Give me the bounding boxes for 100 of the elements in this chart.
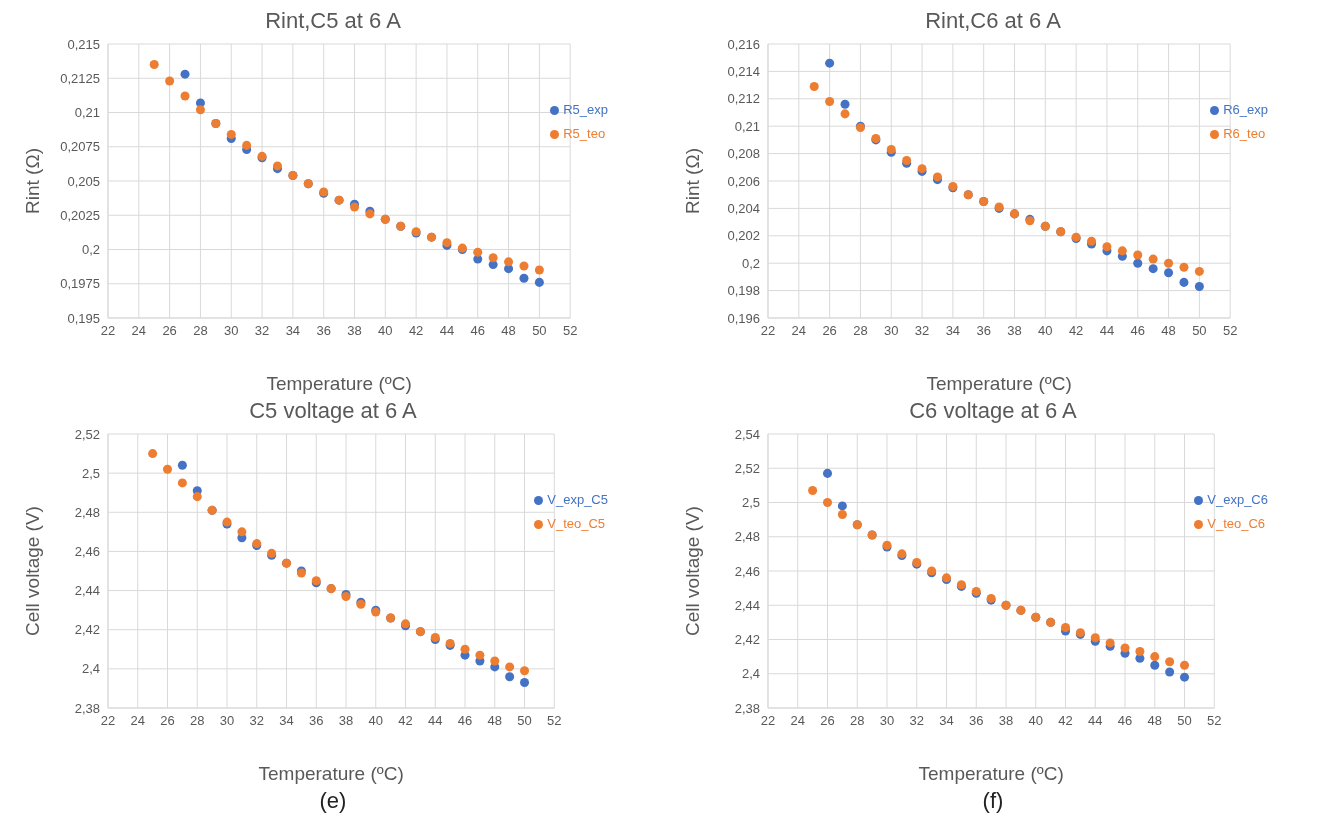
x-tick-label: 22 (100, 323, 116, 339)
y-tick-label: 0,215 (67, 36, 100, 52)
y-tick-label: 0,212 (727, 91, 760, 107)
chart-title: C5 voltage at 6 A (248, 398, 418, 425)
x-tick-label: 34 (285, 323, 301, 339)
x-tick-label: 46 (470, 323, 485, 339)
y-tick-label: 0,204 (727, 201, 760, 217)
x-tick-label: 40 (368, 713, 383, 729)
x-tick-label: 52 (1222, 323, 1238, 339)
x-tick-label: 42 (398, 713, 413, 729)
x-tick-label: 24 (130, 713, 145, 729)
y-tick-label: 2,5 (81, 465, 100, 481)
x-tick-label: 26 (822, 323, 837, 339)
x-tick-label: 22 (760, 713, 776, 729)
x-tick-label: 22 (100, 713, 116, 729)
x-axis-title: Temperature (ºC) (266, 373, 412, 394)
x-axis-title: Temperature (ºC) (258, 763, 404, 784)
y-tick-label: 2,44 (734, 597, 760, 613)
y-tick-label: 2,38 (734, 700, 760, 716)
x-tick-label: 52 (547, 713, 562, 729)
y-tick-label: 2,44 (74, 583, 100, 599)
x-tick-label: 48 (1147, 713, 1163, 729)
x-tick-label: 36 (969, 713, 984, 729)
x-tick-label: 42 (1058, 713, 1073, 729)
x-tick-label: 30 (879, 713, 895, 729)
x-tick-label: 38 (998, 713, 1014, 729)
x-tick-label: 30 (224, 323, 239, 339)
x-tick-label: 28 (190, 713, 205, 729)
x-tick-label: 42 (1068, 323, 1084, 339)
y-tick-label: 2,5 (741, 495, 760, 511)
y-tick-label: 2,48 (74, 504, 100, 520)
y-tick-label: 2,52 (74, 426, 100, 442)
y-tick-label: 2,38 (74, 700, 100, 716)
x-tick-label: 44 (1099, 323, 1115, 339)
y-tick-label: 0,205 (67, 173, 100, 189)
x-tick-label: 30 (884, 323, 899, 339)
y-tick-label: 2,4 (81, 661, 100, 677)
x-tick-label: 26 (160, 713, 175, 729)
y-axis-title: Cell voltage (V) (681, 506, 703, 636)
x-tick-label: 46 (457, 713, 473, 729)
x-tick-label: 44 (1088, 713, 1103, 729)
x-tick-label: 36 (316, 323, 331, 339)
legend-label: R5_exp (563, 102, 608, 117)
x-tick-label: 26 (162, 323, 177, 339)
y-tick-label: 2,4 (741, 666, 760, 682)
x-tick-label: 44 (428, 713, 443, 729)
x-tick-label: 22 (760, 323, 776, 339)
y-tick-label: 2,42 (74, 622, 100, 638)
chart-title: C6 voltage at 6 A (908, 398, 1078, 425)
x-tick-label: 38 (347, 323, 362, 339)
x-tick-label: 40 (1038, 323, 1053, 339)
x-tick-label: 46 (1130, 323, 1145, 339)
x-tick-label: 50 (532, 323, 547, 339)
y-tick-label: 2,52 (734, 460, 760, 476)
x-tick-label: 36 (976, 323, 991, 339)
x-tick-label: 48 (1161, 323, 1176, 339)
x-tick-label: 36 (309, 713, 324, 729)
x-tick-label: 50 (517, 713, 532, 729)
x-tick-label: 24 (791, 323, 807, 339)
y-axis-title: Rint (Ω) (681, 148, 703, 214)
y-tick-label: 0,2 (81, 242, 100, 258)
x-tick-label: 32 (249, 713, 264, 729)
legend-label: R5_teo (563, 126, 606, 141)
y-tick-label: 0,208 (727, 146, 760, 162)
y-tick-label: 2,46 (734, 563, 760, 579)
y-tick-label: 0,195 (67, 310, 100, 326)
y-tick-label: 0,2125 (60, 70, 100, 86)
legend-label: V_teo_C5 (547, 516, 606, 531)
y-tick-label: 2,48 (734, 529, 760, 545)
x-tick-label: 42 (408, 323, 424, 339)
x-tick-label: 48 (501, 323, 516, 339)
y-tick-label: 0,198 (727, 283, 760, 299)
x-tick-label: 48 (487, 713, 503, 729)
x-tick-label: 26 (820, 713, 835, 729)
x-tick-label: 28 (853, 323, 868, 339)
y-tick-label: 0,2025 (60, 207, 100, 223)
x-tick-label: 44 (439, 323, 455, 339)
legend-label: R6_exp (1223, 102, 1268, 117)
y-tick-label: 2,46 (74, 544, 100, 560)
x-tick-label: 50 (1177, 713, 1192, 729)
chart-title: Rint,C5 at 6 A (264, 8, 402, 35)
y-tick-label: 0,2 (741, 255, 760, 271)
x-tick-label: 34 (279, 713, 294, 729)
y-tick-label: 0,202 (727, 228, 760, 244)
x-axis-title: Temperature (ºC) (926, 373, 1072, 394)
x-tick-label: 32 (254, 323, 270, 339)
x-tick-label: 28 (850, 713, 865, 729)
x-axis-title: Temperature (ºC) (918, 763, 1064, 784)
x-tick-label: 52 (562, 323, 578, 339)
y-tick-label: 0,216 (727, 36, 760, 52)
y-tick-label: 0,2075 (60, 139, 100, 155)
text: (e) (318, 788, 348, 814)
x-tick-label: 28 (193, 323, 208, 339)
y-tick-label: 0,21 (74, 105, 100, 121)
x-tick-label: 38 (1007, 323, 1022, 339)
y-tick-label: 0,21 (734, 118, 760, 134)
x-tick-label: 34 (945, 323, 961, 339)
x-tick-label: 34 (939, 713, 954, 729)
y-tick-label: 0,1975 (60, 276, 100, 292)
x-tick-label: 30 (219, 713, 235, 729)
